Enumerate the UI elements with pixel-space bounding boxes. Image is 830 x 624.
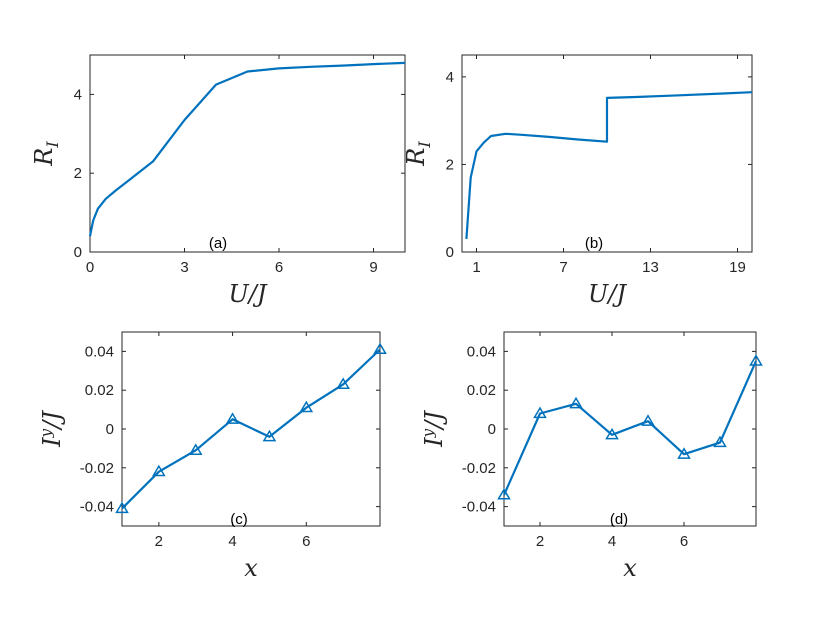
data-point-marker — [299, 400, 314, 413]
data-point-marker — [677, 447, 691, 459]
y-tick-label: -0.02 — [462, 460, 496, 477]
panel-label: (c) — [230, 511, 248, 528]
data-point-marker — [373, 342, 387, 355]
x-tick-label: 1 — [472, 259, 480, 276]
y-tick-label: -0.04 — [462, 499, 496, 516]
x-tick-label: 4 — [228, 533, 236, 550]
panel-label: (d) — [610, 511, 628, 528]
x-tick-label: 7 — [559, 259, 567, 276]
data-point-marker — [641, 414, 655, 426]
y-tick-label: 0 — [488, 421, 496, 438]
x-tick-label: 3 — [180, 259, 188, 276]
y-tick-label: 2 — [74, 165, 82, 182]
data-point-marker — [152, 464, 166, 477]
x-tick-label: 2 — [155, 533, 163, 550]
y-axis-label: RI — [402, 141, 434, 167]
x-axis-label: x — [623, 554, 637, 582]
x-tick-label: 6 — [302, 533, 310, 550]
y-tick-label: 0 — [446, 244, 454, 261]
x-tick-label: 0 — [86, 259, 94, 276]
series-line — [502, 360, 758, 496]
panel-label: (b) — [585, 235, 603, 252]
series-line — [121, 348, 381, 510]
y-tick-label: 0.02 — [85, 382, 114, 399]
series-line — [465, 91, 753, 239]
data-point-marker — [605, 427, 619, 440]
y-tick-label: 0.04 — [467, 343, 496, 360]
x-tick-label: 6 — [275, 259, 283, 276]
x-tick-label: 19 — [729, 259, 746, 276]
panel-d: 2 4 6 -0.04 -0.02 0 0.02 0.04 (d) x Iy/J — [419, 331, 763, 582]
x-axis-label: x — [244, 554, 258, 582]
panel-c: 2 4 6 -0.04 -0.02 0 0.02 0.04 (c) x Iy/J — [37, 331, 387, 582]
panel-b: 1 7 13 19 0 2 4 (b) U/J RI — [402, 54, 753, 308]
y-tick-label: 4 — [446, 69, 454, 86]
y-tick-label: 0.04 — [85, 343, 114, 360]
y-tick-label: 4 — [74, 86, 82, 103]
y-tick-label: 2 — [446, 156, 454, 173]
data-point-marker — [262, 429, 277, 442]
x-tick-label: 4 — [608, 533, 616, 550]
data-point-marker — [188, 443, 203, 455]
plot-frame — [89, 54, 406, 253]
x-tick-label: 9 — [369, 259, 377, 276]
data-point-marker — [225, 412, 240, 424]
y-axis-label: RI — [30, 141, 62, 167]
y-tick-label: 0.02 — [467, 382, 496, 399]
y-tick-label: 0 — [106, 421, 114, 438]
panel-a: 0 3 6 9 0 2 4 (a) U/J RI — [30, 54, 406, 308]
x-tick-label: 2 — [536, 533, 544, 550]
data-point-marker — [749, 354, 763, 366]
panel-label: (a) — [209, 235, 227, 252]
x-tick-label: 13 — [642, 259, 659, 276]
y-tick-label: -0.04 — [80, 499, 114, 516]
y-tick-label: -0.02 — [80, 460, 114, 477]
y-tick-label: 0 — [74, 244, 82, 261]
x-axis-label: U/J — [229, 280, 268, 308]
data-point-marker — [533, 406, 547, 419]
plot-frame — [461, 54, 753, 253]
data-point-marker — [115, 501, 129, 514]
series-line — [88, 61, 406, 237]
y-axis-label: Iy/J — [419, 410, 448, 448]
data-point-marker — [713, 435, 727, 448]
data-point-marker — [497, 487, 511, 500]
y-axis-label: Iy/J — [37, 410, 66, 448]
x-axis-label: U/J — [588, 280, 627, 308]
data-point-marker — [569, 396, 583, 409]
data-point-marker — [336, 377, 350, 389]
x-tick-label: 6 — [680, 533, 688, 550]
